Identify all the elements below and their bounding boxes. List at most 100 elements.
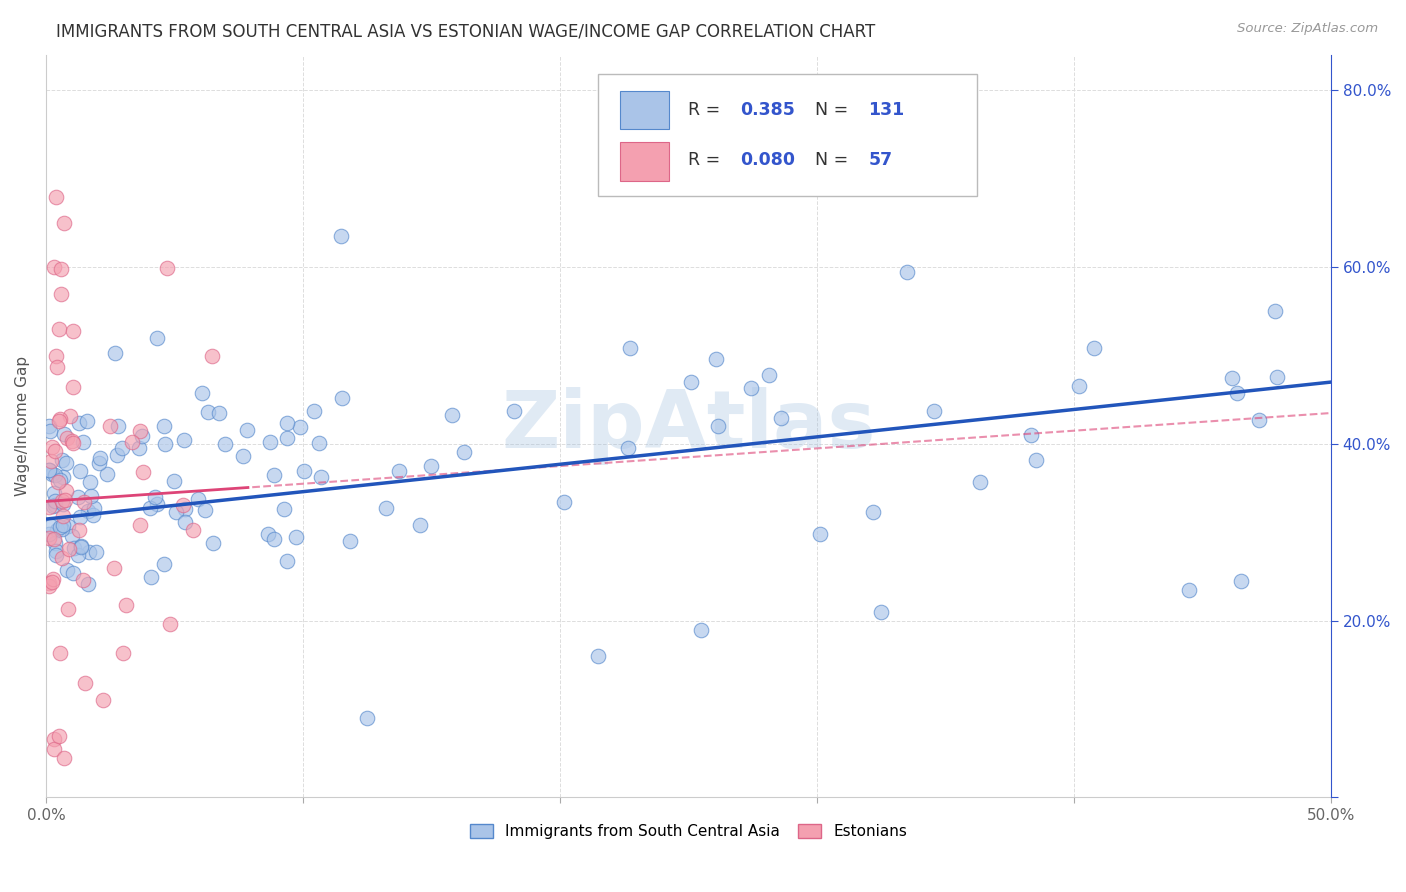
Point	[440, 408, 463, 422]
Point	[44, 493, 66, 508]
Point	[69, 464, 91, 478]
Point	[236, 423, 259, 437]
Point	[38, 532, 60, 546]
Point	[58, 542, 80, 557]
Text: 0.080: 0.080	[740, 152, 794, 169]
Text: 0.385: 0.385	[740, 101, 794, 119]
Point	[181, 523, 204, 537]
Point	[969, 475, 991, 489]
Point	[173, 433, 195, 447]
Point	[200, 349, 222, 363]
Point	[60, 529, 83, 543]
Point	[156, 261, 179, 276]
Point	[232, 449, 254, 463]
Point	[174, 515, 197, 529]
Point	[48, 413, 70, 427]
Point	[163, 474, 186, 488]
Point	[62, 566, 84, 581]
Text: 57: 57	[868, 152, 893, 169]
Point	[48, 322, 70, 336]
Point	[45, 189, 67, 203]
Point	[79, 475, 101, 489]
Point	[330, 229, 353, 244]
Point	[690, 623, 713, 637]
Point	[107, 419, 129, 434]
Bar	[620, 91, 669, 129]
Point	[38, 418, 60, 433]
Point	[153, 437, 176, 451]
Point	[39, 424, 62, 438]
Point	[1265, 370, 1288, 384]
Point	[45, 349, 67, 363]
Point	[131, 429, 153, 443]
Point	[51, 493, 73, 508]
Point	[1025, 452, 1047, 467]
Point	[197, 405, 219, 419]
Point	[302, 403, 325, 417]
Point	[143, 491, 166, 505]
Point	[77, 545, 100, 559]
Point	[49, 261, 72, 276]
Point	[111, 442, 134, 456]
Point	[69, 510, 91, 524]
Point	[288, 420, 311, 434]
Point	[62, 436, 84, 450]
Point	[41, 440, 63, 454]
Point	[553, 495, 575, 509]
Point	[191, 385, 214, 400]
Point	[153, 419, 176, 434]
Point	[146, 497, 169, 511]
Point	[52, 469, 75, 483]
Point	[52, 216, 75, 230]
Point	[42, 742, 65, 756]
Point	[38, 576, 60, 591]
Point	[98, 418, 121, 433]
Point	[273, 502, 295, 516]
Point	[56, 430, 79, 444]
Point	[276, 431, 298, 445]
Point	[72, 494, 94, 508]
Point	[44, 444, 66, 458]
Text: N =: N =	[804, 101, 853, 119]
Point	[41, 575, 63, 590]
Point	[51, 521, 73, 535]
Point	[67, 416, 90, 430]
Point	[172, 498, 194, 512]
Point	[159, 616, 181, 631]
Point	[48, 729, 70, 743]
Text: 131: 131	[868, 101, 904, 119]
Point	[60, 434, 83, 448]
Text: IMMIGRANTS FROM SOUTH CENTRAL ASIA VS ESTONIAN WAGE/INCOME GAP CORRELATION CHART: IMMIGRANTS FROM SOUTH CENTRAL ASIA VS ES…	[56, 22, 876, 40]
Text: Source: ZipAtlas.com: Source: ZipAtlas.com	[1237, 22, 1378, 36]
Point	[66, 549, 89, 563]
Point	[862, 505, 884, 519]
Point	[42, 533, 65, 547]
Text: N =: N =	[804, 152, 853, 169]
Point	[82, 508, 104, 522]
Point	[374, 500, 396, 515]
Point	[292, 464, 315, 478]
Text: R =: R =	[689, 101, 725, 119]
Point	[49, 520, 72, 534]
Point	[308, 436, 330, 450]
Point	[808, 527, 831, 541]
Point	[121, 434, 143, 449]
Point	[740, 381, 762, 395]
Point	[41, 572, 63, 586]
Point	[502, 403, 524, 417]
Point	[55, 493, 77, 508]
Point	[1069, 379, 1091, 393]
Point	[256, 527, 278, 541]
Point	[1178, 582, 1201, 597]
Point	[69, 540, 91, 554]
Point	[870, 605, 893, 619]
Point	[409, 517, 432, 532]
Point	[39, 519, 62, 533]
Point	[42, 499, 65, 513]
Point	[42, 260, 65, 275]
Point	[769, 410, 792, 425]
Point	[132, 466, 155, 480]
Point	[52, 750, 75, 764]
Point	[202, 536, 225, 550]
Point	[42, 485, 65, 500]
